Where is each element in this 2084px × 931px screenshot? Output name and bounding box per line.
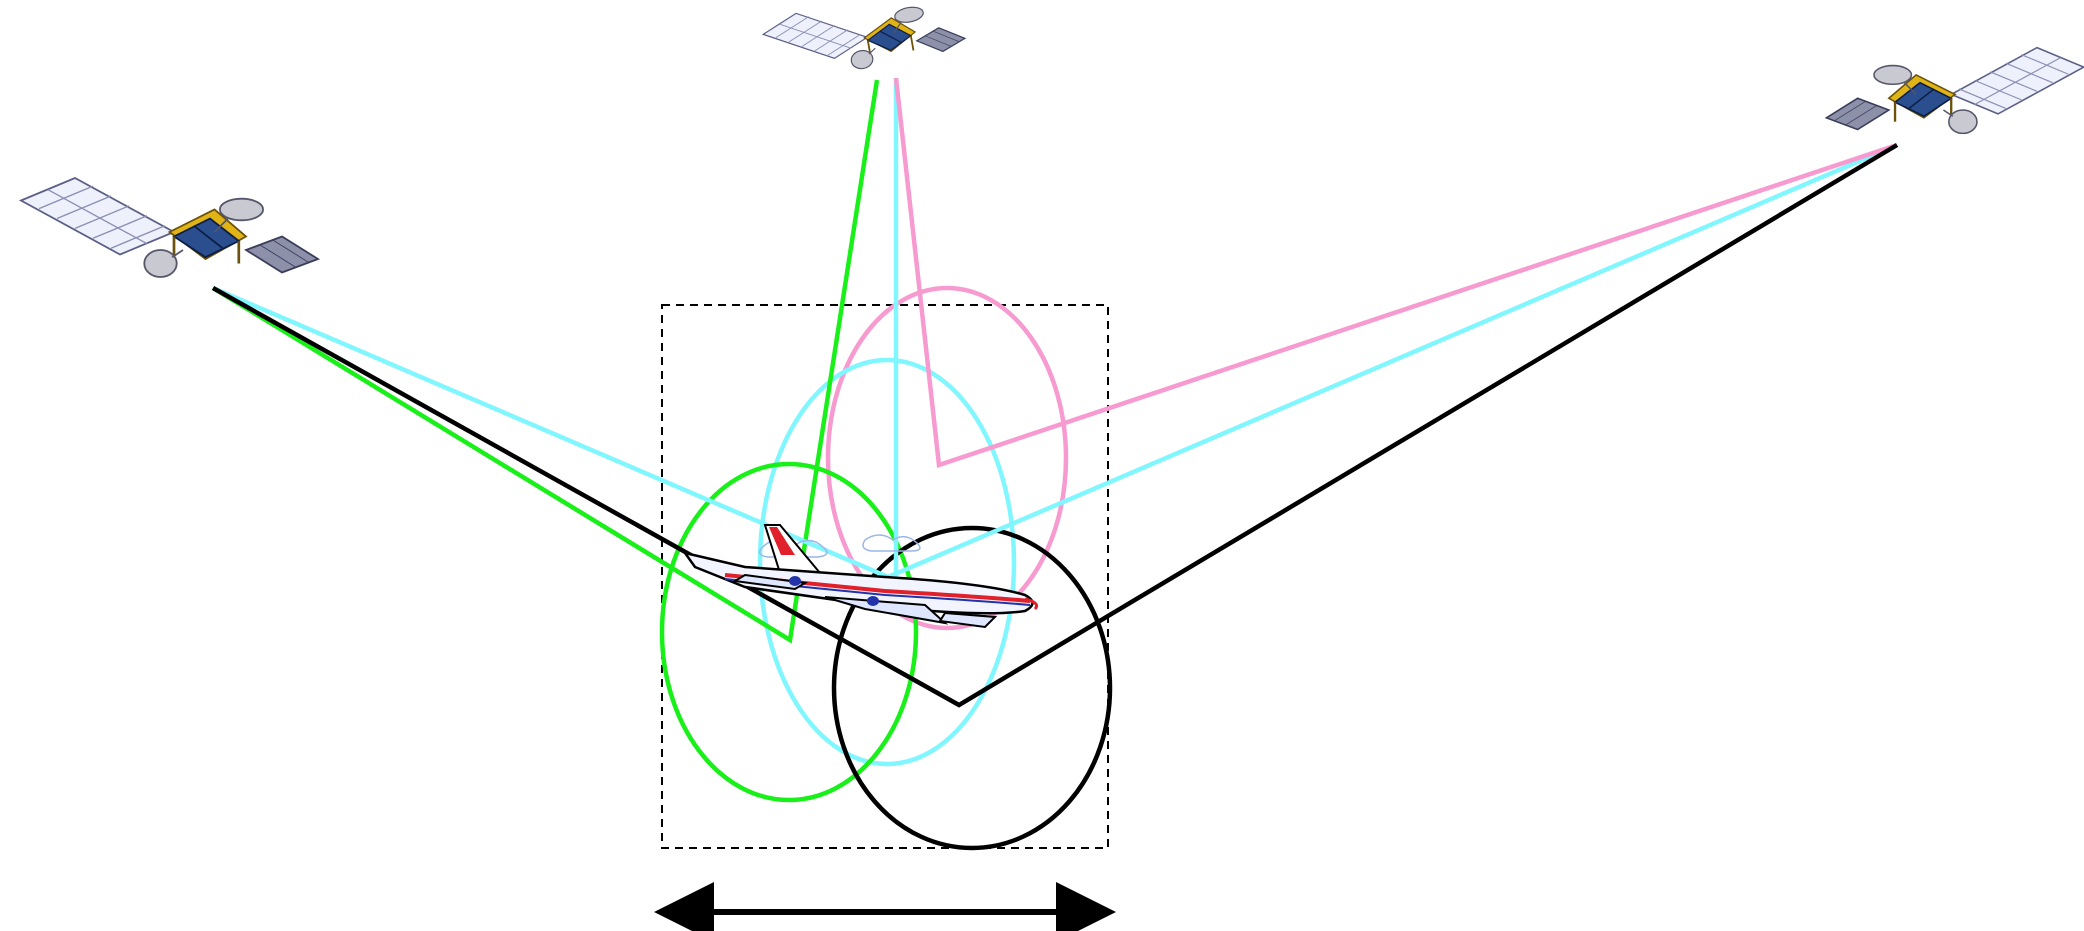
- satellite-icon: [19, 176, 320, 279]
- pink-range-ellipse: [825, 285, 1069, 631]
- cyan-range-ellipse: [757, 357, 1017, 767]
- airplane-icon: [682, 524, 1039, 629]
- uncertainty-box: [661, 304, 1109, 849]
- black-range-ellipse: [831, 525, 1113, 851]
- satellite-icon: [1825, 46, 2084, 135]
- black-path: [211, 143, 1899, 708]
- left-satellite-green-path: [211, 79, 880, 644]
- left-satellite-cyan-path: [212, 142, 1898, 580]
- satellite-icon: [759, 0, 968, 86]
- pink-path: [893, 77, 1898, 469]
- green-range-ellipse: [659, 461, 919, 803]
